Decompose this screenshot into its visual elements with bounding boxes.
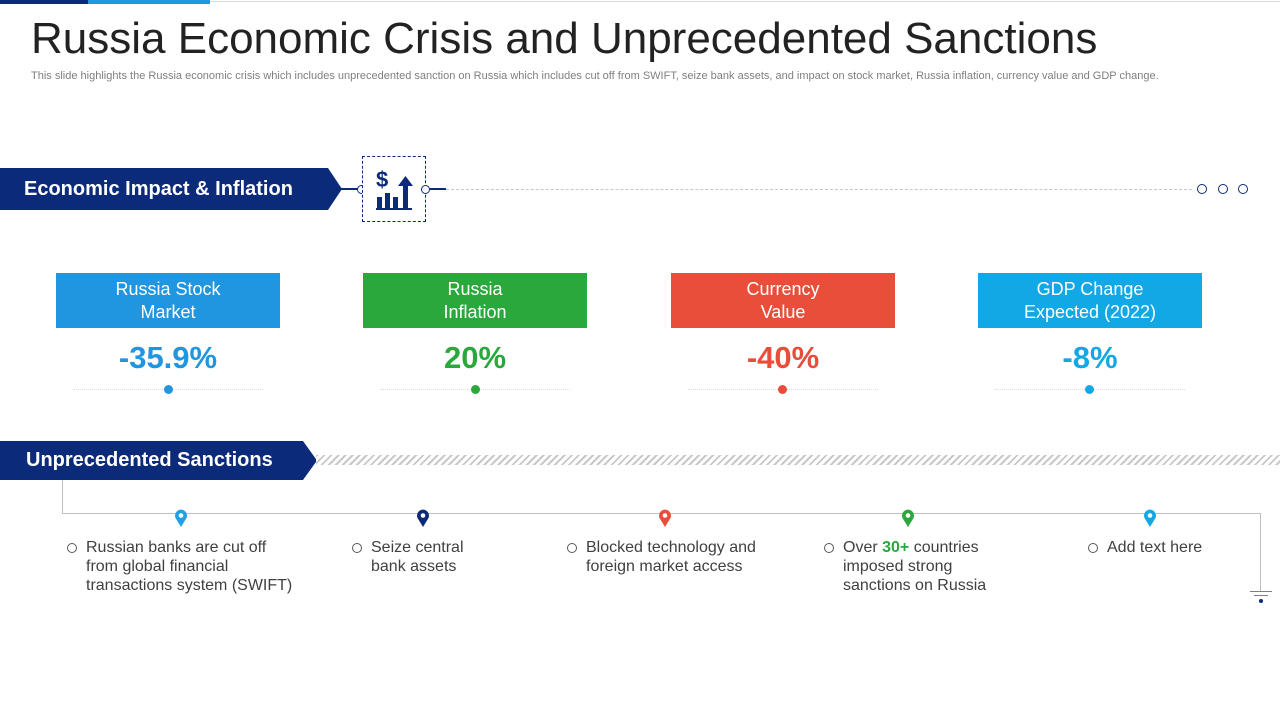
metric-value-inflation: 20% xyxy=(443,340,507,375)
sanction-item-bank-assets: Seize central bank assets xyxy=(352,538,464,576)
sanction-item-swift: Russian banks are cut off from global fi… xyxy=(67,538,292,595)
metric-label: Currency Value xyxy=(746,278,820,322)
top-accent-bar-blue xyxy=(88,0,210,4)
bracket-line-right xyxy=(1260,513,1261,591)
timeline-dot-2 xyxy=(1218,184,1228,194)
banner-connector-right xyxy=(430,188,446,190)
metric-label: GDP Change Expected (2022) xyxy=(1023,278,1157,322)
sanction-text: Blocked technology and foreign market ac… xyxy=(586,539,756,575)
section-banner-sanctions-label: Unprecedented Sanctions xyxy=(26,449,273,471)
dollar-growth-chart-icon: $ xyxy=(376,167,413,210)
map-pin-icon xyxy=(659,509,671,527)
metric-dot xyxy=(778,385,787,394)
sanction-text: Add text here xyxy=(1107,539,1203,556)
svg-text:$: $ xyxy=(376,167,388,192)
sanction-text-after: countries imposed strong sanctions on Ru… xyxy=(843,539,987,594)
sanction-item-placeholder: Add text here xyxy=(1088,538,1202,557)
section-banner-economic-label: Economic Impact & Inflation xyxy=(24,177,293,200)
metric-dot xyxy=(1085,385,1094,394)
sanction-item-technology: Blocked technology and foreign market ac… xyxy=(567,538,756,576)
connector-node-right xyxy=(421,185,430,194)
page-subtitle: This slide highlights the Russia economi… xyxy=(31,70,1159,82)
metric-dot xyxy=(164,385,173,394)
map-pin-icon xyxy=(1144,509,1156,527)
metric-card-gdp: GDP Change Expected (2022) xyxy=(978,273,1202,328)
top-divider xyxy=(210,1,1280,2)
timeline-dot-3 xyxy=(1238,184,1248,194)
sanction-text: Seize central bank assets xyxy=(371,539,464,575)
ground-symbol-icon xyxy=(1250,591,1272,603)
metric-label: Russia Inflation xyxy=(443,278,507,322)
section-banner-sanctions: Unprecedented Sanctions xyxy=(0,441,317,480)
bullet-icon xyxy=(824,543,834,553)
sanction-text-before: Over xyxy=(843,539,883,556)
sanction-item-countries: Over 30+ countries imposed strong sancti… xyxy=(824,538,986,595)
timeline-dot-1 xyxy=(1197,184,1207,194)
top-accent-bar-navy xyxy=(0,0,88,4)
map-pin-icon xyxy=(175,509,187,527)
section-banner-economic: Economic Impact & Inflation xyxy=(0,168,342,210)
metric-card-inflation: Russia Inflation xyxy=(363,273,587,328)
metric-label: Russia Stock Market xyxy=(115,278,221,322)
timeline-dashed-line xyxy=(446,189,1192,190)
map-pin-icon xyxy=(417,509,429,527)
metric-card-currency: Currency Value xyxy=(671,273,895,328)
bullet-icon xyxy=(1088,543,1098,553)
metric-value-gdp: -8% xyxy=(1062,340,1118,375)
metric-value-currency: -40% xyxy=(746,340,820,375)
page-title: Russia Economic Crisis and Unprecedented… xyxy=(31,14,1098,63)
metric-dot xyxy=(471,385,480,394)
map-pin-icon xyxy=(902,509,914,527)
bullet-icon xyxy=(352,543,362,553)
banner-connector-left xyxy=(340,188,362,190)
sanction-text: Over 30+ countries imposed strong sancti… xyxy=(843,538,986,595)
economic-icon-box: $ xyxy=(362,156,426,222)
metric-card-stock-market: Russia Stock Market xyxy=(56,273,280,328)
sanction-highlight: 30+ xyxy=(882,539,910,556)
bracket-line-left xyxy=(62,480,63,514)
sanction-text: Russian banks are cut off from global fi… xyxy=(86,539,293,594)
bullet-icon xyxy=(567,543,577,553)
bullet-icon xyxy=(67,543,77,553)
metric-value-stock-market: -35.9% xyxy=(118,340,218,375)
hatched-divider xyxy=(316,455,1280,465)
